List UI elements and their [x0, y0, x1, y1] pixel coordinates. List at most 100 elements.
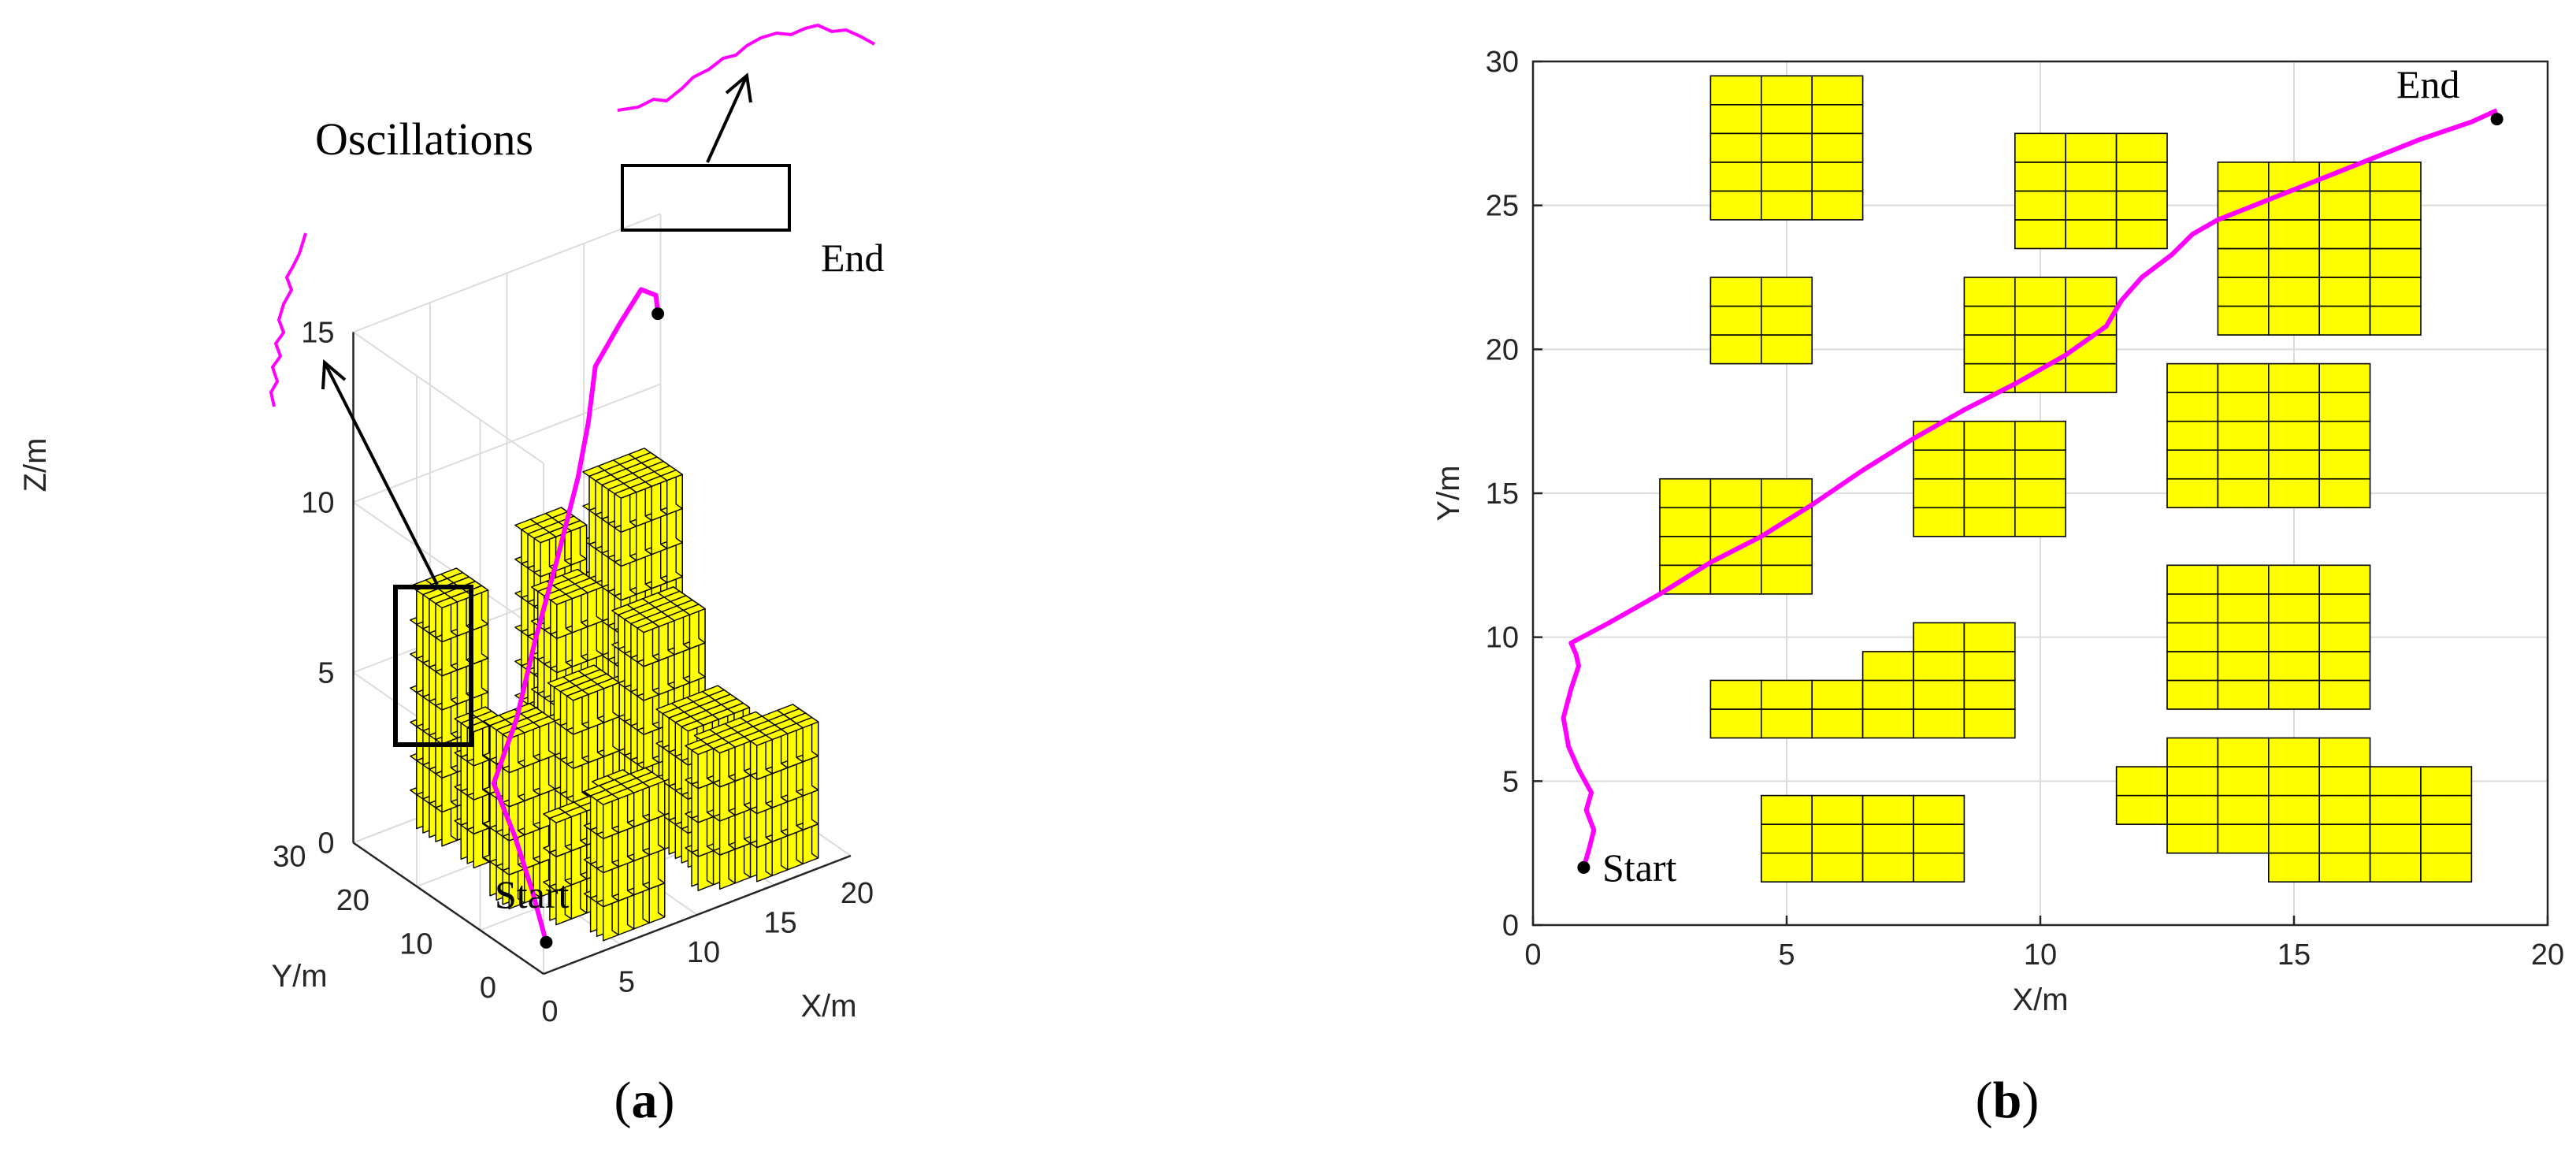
obstacle-cell — [2420, 766, 2473, 797]
panel-b-ylabel: Y/m — [1431, 465, 1466, 521]
obstacle-cell — [1761, 334, 1813, 365]
obstacle-cell — [2217, 277, 2270, 307]
obstacle-cell — [1963, 507, 2016, 537]
obstacle-cell — [1811, 852, 1864, 883]
panel-b-caption-open: ( — [1976, 1072, 1993, 1129]
obstacle-cell — [2166, 420, 2219, 452]
obstacle-cell — [2014, 132, 2067, 163]
obstacle-cell — [1861, 708, 1914, 739]
obstacle-cell — [2217, 449, 2270, 480]
end-point-marker — [2490, 113, 2504, 126]
obstacle-cell — [1913, 507, 1965, 537]
obstacle-cell — [2318, 449, 2371, 480]
obstacle-cell — [2166, 766, 2219, 797]
obstacle-cell — [2318, 392, 2371, 422]
panel-b-x-tick-label: 20 — [2531, 938, 2564, 972]
obstacle-cell — [2166, 564, 2219, 595]
cell-top-face — [660, 469, 683, 481]
obstacle-cell — [2268, 564, 2321, 595]
obstacle-cell — [1861, 794, 1914, 825]
obstacle-cell — [1709, 104, 1762, 135]
obstacle-cell — [2217, 622, 2270, 652]
obstacle-cell — [2268, 247, 2321, 278]
obstacle-cell — [2318, 794, 2371, 825]
panel-b-x-tick-label: 5 — [1778, 938, 1795, 972]
obstacle-cell — [2217, 162, 2270, 192]
obstacle-cell — [1861, 651, 1914, 682]
panel-a-end-label: End — [821, 236, 885, 280]
obstacle-cell — [581, 582, 603, 628]
panel-a-y-tick-label: 20 — [336, 884, 369, 917]
obstacle-block — [2115, 766, 2168, 825]
obstacle-cell — [2318, 852, 2371, 883]
obstacle-cell — [1761, 564, 1813, 595]
panel-b-start-label: Start — [1602, 845, 1677, 890]
obstacle-cell — [1811, 162, 1864, 192]
obstacle-cell — [2318, 219, 2371, 250]
obstacle-cell — [2369, 219, 2422, 250]
obstacle-cell — [2268, 277, 2321, 307]
obstacle-cell — [1761, 104, 1813, 135]
obstacle-cell — [2166, 737, 2219, 767]
obstacle-cell — [2268, 852, 2321, 883]
obstacle-cell — [2115, 162, 2168, 192]
obstacle-cell — [2268, 392, 2321, 422]
obstacle-cell — [1913, 622, 1965, 652]
obstacle-cell — [2115, 794, 2168, 825]
zoom-arrow-top-head — [725, 72, 752, 103]
obstacle-block — [1709, 277, 1813, 365]
panel-b-caption: (b) — [1976, 1072, 2040, 1129]
obstacle-cell — [2369, 852, 2422, 883]
panel-b-x-tick-label: 10 — [2024, 938, 2057, 972]
obstacle-cell — [1709, 708, 1762, 739]
obstacle-cell — [1963, 305, 2016, 336]
obstacle-cell — [2318, 564, 2371, 595]
obstacle-cell — [1761, 162, 1813, 192]
obstacle-cell — [2318, 305, 2371, 336]
panel-a-z-tick-label: 0 — [317, 827, 334, 860]
obstacle-cell — [2217, 564, 2270, 595]
obstacle-cell — [1811, 104, 1864, 135]
obstacle-block — [1913, 420, 2067, 537]
obstacle-cell — [2166, 392, 2219, 422]
obstacle-cell — [2217, 823, 2270, 854]
obstacle-cell — [2268, 162, 2321, 192]
panel-a-caption-close: ) — [658, 1072, 675, 1129]
obstacle-cell — [1913, 679, 1965, 710]
obstacle-block — [1913, 622, 2016, 652]
obstacle-cell — [2420, 852, 2473, 883]
obstacle-cell — [1761, 679, 1813, 710]
obstacle-cell — [1963, 679, 2016, 710]
obstacle-cell — [2166, 679, 2219, 710]
obstacle-cell — [1963, 478, 2016, 509]
obstacle-cell — [2014, 420, 2067, 452]
obstacle-cell — [1761, 823, 1813, 854]
obstacle-cell — [2217, 219, 2270, 250]
obstacle-cell — [1709, 334, 1762, 365]
obstacle-cell — [2065, 132, 2118, 163]
obstacle-cell — [2268, 362, 2321, 393]
panel-a-ylabel: Y/m — [271, 959, 327, 994]
obstacle-cell — [2166, 823, 2219, 854]
obstacle-cell — [1761, 75, 1813, 106]
obstacle-cell — [1811, 679, 1864, 710]
obstacle-cell — [1761, 305, 1813, 336]
panel-b-x-tick-label: 15 — [2277, 938, 2311, 972]
obstacle-cell — [1963, 651, 2016, 682]
obstacle-cell — [2369, 277, 2422, 307]
obstacle-cell — [1761, 132, 1813, 163]
obstacle-cell — [564, 520, 588, 566]
obstacle-cell — [2268, 794, 2321, 825]
obstacle-cell — [1761, 190, 1813, 221]
obstacle-cell — [1913, 651, 1965, 682]
obstacle-cell — [1913, 449, 1965, 480]
obstacle-cell — [2369, 247, 2422, 278]
obstacle-cell — [2166, 478, 2219, 509]
obstacle-cell — [1963, 334, 2016, 365]
panel-b-caption-letter: b — [1993, 1072, 2022, 1129]
obstacle-cell — [2268, 622, 2321, 652]
obstacle-cell — [2268, 766, 2321, 797]
zoom-arrow-top — [706, 75, 748, 163]
cell-top-face — [581, 582, 603, 593]
